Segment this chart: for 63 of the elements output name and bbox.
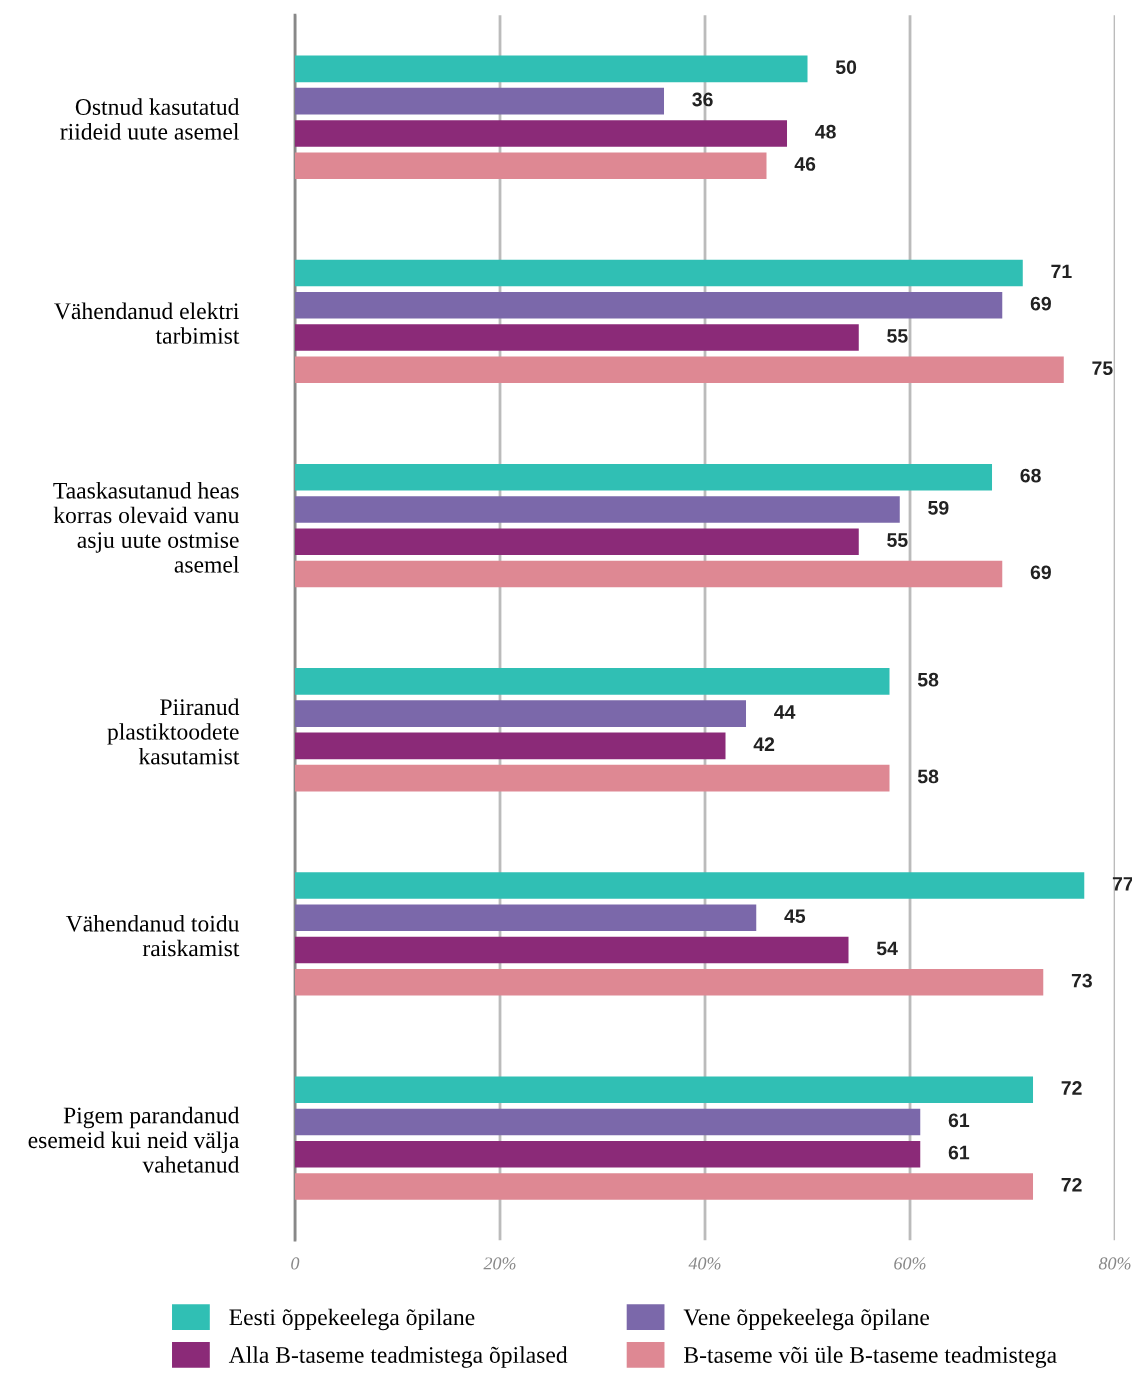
bar bbox=[295, 764, 890, 792]
data-label: 59 bbox=[928, 500, 949, 515]
x-tick-label: 40% bbox=[688, 1257, 721, 1270]
bar bbox=[295, 259, 1023, 287]
bar bbox=[295, 668, 890, 695]
bar bbox=[295, 560, 1003, 588]
data-label: 48 bbox=[815, 124, 836, 139]
data-label: 69 bbox=[1030, 565, 1051, 580]
y-tick-label: Ostnud kasutatud riideid uute asemel bbox=[60, 98, 240, 140]
legend-label: Alla B-taseme teadmistega õpilased bbox=[228, 1346, 568, 1368]
bar bbox=[295, 700, 747, 727]
x-tick-label: 0 bbox=[291, 1257, 300, 1270]
x-tick-label: 20% bbox=[483, 1257, 516, 1270]
legend-label: B-taseme või üle B-taseme teadmistega bbox=[684, 1346, 1057, 1368]
data-label: 54 bbox=[876, 941, 898, 956]
data-label: 46 bbox=[794, 157, 816, 171]
data-label: 58 bbox=[917, 672, 939, 687]
legend-label: Vene õppekeelega õpilane bbox=[683, 1308, 930, 1331]
bar bbox=[295, 1173, 1034, 1200]
bar bbox=[295, 528, 859, 555]
data-label: 72 bbox=[1061, 1177, 1082, 1192]
data-label: 36 bbox=[692, 92, 713, 107]
bar bbox=[295, 936, 849, 964]
bar bbox=[295, 87, 665, 115]
bar bbox=[295, 872, 1085, 899]
data-label: 73 bbox=[1071, 973, 1092, 988]
data-label: 50 bbox=[835, 60, 857, 75]
bar bbox=[295, 1108, 921, 1136]
data-label: 44 bbox=[774, 705, 796, 719]
data-label: 55 bbox=[887, 329, 908, 343]
data-label: 61 bbox=[948, 1145, 970, 1160]
y-tick-label: Taaskasutanud heas korras olevaid vanu asju uute ostmise asemel bbox=[53, 482, 240, 573]
data-label: 61 bbox=[948, 1113, 970, 1128]
bar bbox=[295, 120, 788, 147]
data-label: 45 bbox=[784, 909, 806, 923]
data-label: 72 bbox=[1061, 1081, 1082, 1095]
data-label: 69 bbox=[1030, 296, 1051, 311]
bar bbox=[295, 969, 1044, 996]
legend-label: Eesti õppekeelega õpilane bbox=[229, 1308, 475, 1331]
y-tick-label: Vähendanud elektri tarbimist bbox=[54, 302, 240, 344]
bar bbox=[295, 463, 993, 491]
bar bbox=[295, 1140, 921, 1168]
data-label: 42 bbox=[753, 737, 775, 751]
bar bbox=[295, 496, 900, 523]
data-label: 77 bbox=[1112, 877, 1132, 891]
bar bbox=[295, 324, 859, 351]
x-tick-label: 60% bbox=[894, 1257, 926, 1270]
y-tick-label: Vähendanud toidu raiskamist bbox=[65, 915, 240, 957]
bar bbox=[295, 1076, 1034, 1103]
data-label: 68 bbox=[1020, 468, 1041, 483]
data-label: 55 bbox=[887, 533, 908, 547]
y-tick-label: Pigem parandanud esemeid kui neid välja vahetanud bbox=[28, 1106, 240, 1173]
bar bbox=[295, 732, 726, 760]
data-label: 58 bbox=[917, 769, 939, 784]
bar bbox=[295, 152, 767, 179]
x-tick-label: 80% bbox=[1098, 1257, 1131, 1270]
data-label: 71 bbox=[1051, 264, 1072, 279]
data-label: 75 bbox=[1092, 361, 1113, 376]
bar bbox=[295, 292, 1003, 319]
bar bbox=[295, 55, 808, 83]
bar bbox=[295, 356, 1064, 384]
y-tick-label: Piiranud plastiktoodete kasutamist bbox=[107, 698, 240, 765]
bar bbox=[295, 904, 757, 932]
